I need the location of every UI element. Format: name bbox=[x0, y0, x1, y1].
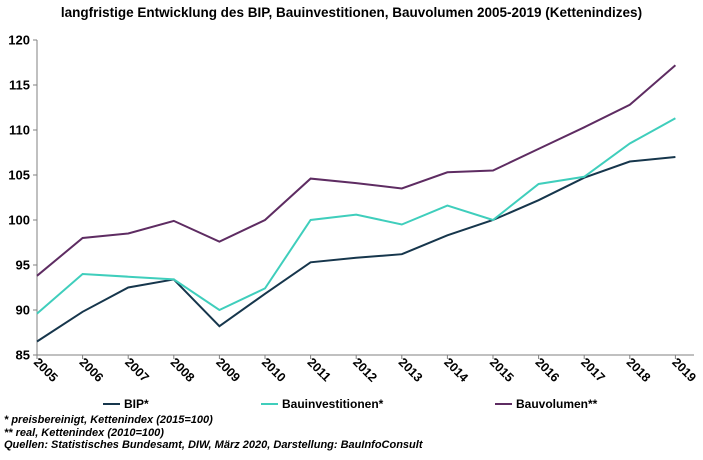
series-line-bauvolumen bbox=[36, 64, 677, 277]
footnote-price-adjusted: * preisbereinigt, Kettenindex (2015=100) bbox=[4, 414, 213, 426]
series-line-bauinvestitionen bbox=[36, 117, 676, 315]
legend-label: BIP* bbox=[124, 397, 149, 411]
legend-item-bauvolumen: Bauvolumen** bbox=[495, 396, 597, 412]
x-axis-label: 2019 bbox=[669, 355, 699, 385]
x-axis-label: 2011 bbox=[304, 355, 333, 384]
chart-title: langfristige Entwicklung des BIP, Bauinv… bbox=[60, 5, 643, 20]
legend-line-icon bbox=[261, 403, 278, 405]
legend-label: Bauvolumen** bbox=[516, 397, 598, 411]
x-axis-label: 2005 bbox=[31, 355, 61, 385]
y-axis-label: 115 bbox=[9, 78, 30, 93]
y-axis-label: 105 bbox=[8, 168, 30, 183]
x-axis-label: 2015 bbox=[487, 355, 517, 385]
x-axis-label: 2014 bbox=[441, 355, 471, 385]
footnote-real: ** real, Kettenindex (2010=100) bbox=[4, 426, 164, 439]
chart-legend: BIP* Bauinvestitionen* Bauvolumen** bbox=[0, 396, 703, 412]
legend-line-icon bbox=[103, 403, 120, 405]
series-line-bip bbox=[36, 156, 676, 343]
y-axis-label: 100 bbox=[8, 213, 30, 228]
y-axis-label: 110 bbox=[9, 123, 30, 138]
x-axis-label: 2017 bbox=[578, 355, 608, 385]
x-axis-label: 2008 bbox=[168, 355, 198, 385]
x-axis-label: 2012 bbox=[350, 355, 380, 385]
legend-label: Bauinvestitionen* bbox=[282, 397, 384, 411]
y-axis-label: 95 bbox=[16, 258, 30, 273]
x-axis-label: 2018 bbox=[624, 355, 654, 385]
line-chart: 85 90 95 100 105 110 115 120 2005 2006 2007 2008 200… bbox=[8, 33, 699, 385]
x-axis-label: 2013 bbox=[396, 355, 426, 385]
y-axis-label: 90 bbox=[16, 303, 30, 318]
x-axis-label: 2016 bbox=[532, 355, 562, 385]
y-axis-label: 120 bbox=[8, 33, 30, 48]
x-axis-label: 2010 bbox=[259, 355, 289, 385]
footnote-source: Quellen: Statistisches Bundesamt, DIW, M… bbox=[4, 439, 423, 451]
chart-footnotes: * preisbereinigt, Kettenindex (2015=100)… bbox=[4, 414, 422, 452]
x-axis-label: 2009 bbox=[213, 355, 243, 385]
legend-item-bauinvestitionen: Bauinvestitionen* bbox=[261, 396, 383, 412]
x-axis-label: 2006 bbox=[76, 355, 106, 385]
x-axis-label: 2007 bbox=[122, 355, 152, 385]
legend-line-icon bbox=[495, 403, 512, 405]
y-axis-label: 85 bbox=[16, 348, 30, 363]
legend-item-bip: BIP* bbox=[103, 396, 149, 412]
